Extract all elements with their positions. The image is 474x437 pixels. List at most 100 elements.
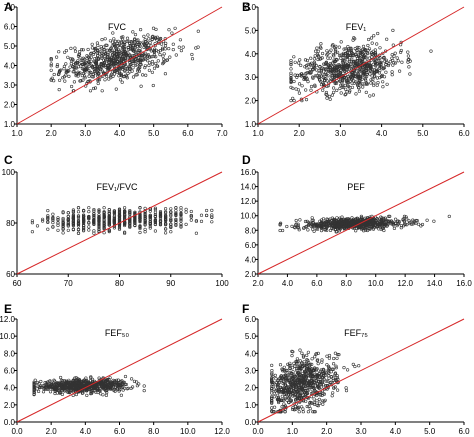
data-point <box>288 375 292 379</box>
data-point <box>292 402 296 406</box>
data-point <box>388 219 392 223</box>
data-point <box>336 388 340 392</box>
data-point <box>43 381 47 385</box>
data-point <box>51 225 55 229</box>
data-point <box>146 53 150 57</box>
data-point <box>122 222 127 226</box>
data-point <box>325 228 329 232</box>
data-point <box>69 84 74 89</box>
data-point <box>323 228 327 232</box>
data-point <box>210 215 214 219</box>
data-point <box>122 223 127 228</box>
data-point <box>123 51 128 56</box>
data-point <box>95 70 99 74</box>
data-point <box>122 211 127 215</box>
data-point <box>346 44 350 49</box>
data-point <box>143 64 147 68</box>
data-point <box>356 72 360 76</box>
data-point <box>93 46 98 51</box>
data-point <box>62 50 67 54</box>
data-point <box>337 72 342 76</box>
data-point <box>92 231 96 235</box>
data-point <box>125 39 129 44</box>
data-point <box>298 359 302 363</box>
data-point <box>74 382 78 386</box>
data-point <box>399 48 403 53</box>
data-point <box>131 66 135 70</box>
data-point <box>64 379 68 384</box>
data-point <box>303 58 308 62</box>
data-point <box>189 215 193 219</box>
data-point <box>293 73 297 77</box>
data-point <box>177 45 181 49</box>
data-point <box>153 215 157 219</box>
data-point <box>135 380 139 384</box>
data-point <box>78 56 82 60</box>
data-point <box>138 214 142 218</box>
data-point <box>330 65 335 69</box>
data-point <box>46 209 50 213</box>
data-point <box>366 43 370 48</box>
data-point <box>85 385 89 389</box>
data-point <box>347 80 351 85</box>
data-point <box>123 374 128 379</box>
data-point <box>304 367 308 371</box>
data-point <box>143 214 147 218</box>
data-point <box>363 70 367 74</box>
data-point <box>371 223 375 227</box>
data-point <box>49 385 53 389</box>
data-point <box>347 90 352 94</box>
data-point <box>309 88 313 92</box>
data-point <box>56 381 60 385</box>
data-point <box>289 80 293 85</box>
identity-line <box>16 171 223 275</box>
x-tick-label: 6.0 <box>182 129 194 138</box>
data-point <box>332 362 336 366</box>
data-point <box>273 405 277 409</box>
data-point <box>286 385 290 389</box>
data-point <box>32 388 36 392</box>
data-point <box>64 62 68 66</box>
data-point <box>158 215 163 219</box>
x-tick-label: 3.0 <box>335 129 347 138</box>
data-point <box>116 378 120 382</box>
data-point <box>295 396 300 400</box>
data-point <box>330 226 334 230</box>
data-point <box>300 84 304 88</box>
data-point <box>323 71 328 75</box>
data-point <box>327 371 331 375</box>
data-point <box>317 74 321 79</box>
data-point <box>152 49 156 53</box>
data-point <box>137 56 141 60</box>
data-point <box>107 215 111 219</box>
data-point <box>68 383 73 387</box>
data-point <box>328 56 332 60</box>
data-point <box>363 77 367 81</box>
data-point <box>142 384 146 388</box>
data-point <box>122 231 127 235</box>
data-point <box>345 84 350 88</box>
data-point <box>33 378 37 382</box>
x-tick-label: 2.0 <box>46 129 58 138</box>
y-tick-label: 2.0 <box>245 97 257 106</box>
data-point <box>289 85 293 89</box>
data-point <box>276 379 280 383</box>
data-point <box>71 220 75 224</box>
data-point <box>134 63 138 67</box>
panel-letter: A <box>4 0 13 14</box>
data-point <box>288 380 292 385</box>
data-point <box>278 223 282 227</box>
data-point <box>154 36 158 40</box>
data-point <box>335 69 339 73</box>
data-point <box>283 383 287 387</box>
data-point <box>303 381 307 385</box>
data-point <box>447 214 451 218</box>
data-point <box>112 37 116 41</box>
data-point <box>328 97 332 101</box>
data-point <box>138 60 143 65</box>
data-point <box>133 44 137 48</box>
data-point <box>313 366 317 370</box>
data-point <box>117 208 122 212</box>
data-point <box>126 46 130 50</box>
data-point <box>92 208 96 212</box>
